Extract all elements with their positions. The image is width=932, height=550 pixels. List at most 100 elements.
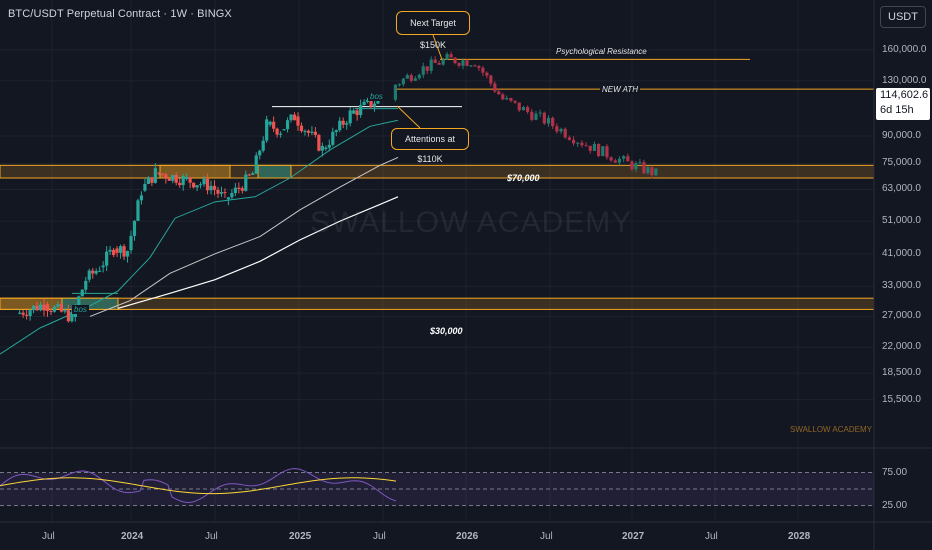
candle-body (108, 249, 112, 252)
candle-body (70, 311, 74, 322)
candle-body (345, 123, 349, 125)
candle-body (449, 54, 453, 58)
candle-body (226, 197, 231, 200)
candle-body (167, 178, 171, 181)
price-tick-label: 22,000.0 (882, 341, 921, 353)
bar-countdown: 6d 15h (880, 104, 914, 116)
candle-body (588, 145, 592, 151)
candle-body (320, 146, 324, 151)
candle-body (202, 178, 206, 185)
zone-highlight (61, 297, 119, 310)
candle-body (409, 75, 413, 81)
candle-body (331, 131, 335, 145)
candle-body (355, 110, 359, 116)
callout-pointer (396, 105, 421, 129)
candle-body (285, 120, 290, 130)
candle-body (310, 131, 314, 133)
candle-body (212, 185, 217, 190)
candle-body (622, 156, 626, 159)
candle-body (609, 157, 613, 161)
candle-body (542, 112, 546, 124)
candle-body (417, 74, 421, 79)
candle-body (223, 192, 227, 194)
price-tick-label: 63,000.0 (882, 183, 921, 195)
candle-body (195, 185, 199, 188)
candle-body (501, 94, 505, 100)
currency-button[interactable]: USDT (880, 6, 926, 28)
candle-body (445, 54, 449, 60)
candle-body (324, 147, 328, 150)
candle-body (251, 173, 255, 175)
candle-body (341, 120, 345, 125)
candle-body (372, 103, 377, 107)
candle-body (52, 306, 57, 312)
candle-body (473, 65, 477, 67)
candle-body (571, 139, 576, 144)
candle-body (613, 160, 617, 163)
price-tick-label: 27,000.0 (882, 310, 921, 322)
candle-body (185, 177, 189, 180)
candle-body (192, 182, 196, 188)
candle-body (101, 265, 105, 268)
candle-body (66, 310, 70, 322)
candle-body (209, 185, 213, 191)
candle-body (77, 296, 81, 307)
candle-body (205, 178, 210, 191)
candle-body (87, 270, 91, 280)
price-tick-label: 160,000.0 (882, 43, 927, 55)
price-tick-label: 51,000.0 (882, 215, 921, 227)
current-price: 114,602.6 (880, 89, 929, 101)
candle-body (634, 163, 638, 170)
candle-body (642, 162, 646, 174)
candle-body (521, 107, 526, 111)
candle-body (25, 314, 29, 316)
candle-body (105, 251, 109, 266)
psychological-resistance-label: Psychological Resistance (554, 47, 649, 56)
candle-body (481, 67, 485, 73)
chart-title[interactable]: BTC/USDT Perpetual Contract · 1W · BINGX (8, 8, 232, 20)
price-tick-label: 90,000.0 (882, 129, 921, 141)
candle-body (485, 72, 489, 76)
candle-body (626, 156, 630, 162)
candle-body (306, 130, 311, 133)
candle-body (153, 168, 157, 183)
price-tick-label: 18,500.0 (882, 367, 921, 379)
candle-body (465, 60, 469, 66)
candle-body (63, 310, 67, 312)
candle-body (617, 158, 622, 163)
candle-body (21, 312, 25, 315)
candle-body (646, 167, 650, 174)
candle-body (559, 128, 563, 132)
price-tick-label: 130,000.0 (882, 74, 927, 86)
candle-body (563, 128, 567, 138)
candle-body (576, 142, 580, 144)
candle-body (299, 125, 304, 132)
candle-body (313, 131, 317, 136)
candle-body (59, 304, 64, 312)
candle-body (638, 162, 642, 164)
candle-body (49, 311, 53, 313)
candle-body (181, 175, 185, 186)
rsi-tick-label: 25.00 (882, 499, 908, 511)
candle-body (401, 78, 405, 85)
candle-body (98, 270, 102, 272)
next-target-callout: Next Target $150K (396, 11, 470, 50)
candle-body (268, 121, 272, 125)
zone-highlight (159, 164, 231, 179)
candle-body (369, 99, 373, 107)
candle-body (80, 289, 84, 297)
candle-body (91, 270, 95, 274)
candle-body (150, 177, 154, 183)
candle-body (178, 182, 182, 186)
candle-body (188, 177, 192, 183)
candle-body (118, 246, 123, 253)
candle-body (282, 129, 286, 131)
candle-body (292, 114, 297, 121)
candle-body (244, 174, 248, 191)
time-tick-label: Jul (205, 531, 218, 542)
candle-body (35, 305, 39, 311)
candle-body (517, 102, 521, 111)
candle-body (219, 192, 224, 194)
candle-body (198, 184, 203, 186)
